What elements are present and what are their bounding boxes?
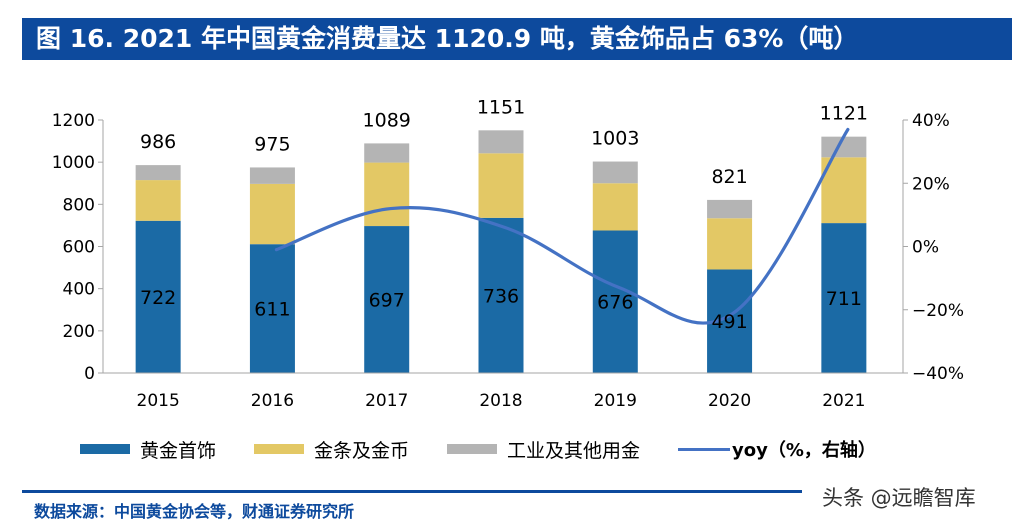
x-tick-label: 2021	[822, 391, 865, 411]
bar-jewelry-2021	[821, 223, 867, 373]
jewelry-value-label: 722	[140, 287, 176, 309]
total-value-label: 975	[254, 133, 290, 155]
y-left-tick-label: 600	[63, 238, 95, 258]
bar-jewelry-2015	[135, 220, 181, 373]
y-right-tick-label: 20%	[912, 174, 950, 194]
legend-label-bar-coin: 金条及金币	[314, 439, 410, 462]
bar-jewelry-2017	[364, 226, 410, 373]
legend: 黄金首饰 金条及金币 工业及其他用金 yoy（%，右轴）	[80, 434, 914, 464]
watermark: 头条 @远瞻智库	[822, 486, 976, 510]
jewelry-value-label: 711	[826, 288, 862, 310]
x-tick-label: 2018	[479, 391, 522, 411]
legend-item-jewelry: 黄金首饰	[80, 436, 216, 463]
x-tick-label: 2017	[365, 391, 408, 411]
y-left-tick-label: 0	[84, 364, 95, 384]
y-right-tick-label: 0%	[912, 238, 939, 258]
x-tick-label: 2020	[708, 391, 751, 411]
bar-industrial-2019	[592, 161, 638, 184]
bar-jewelry-2019	[592, 230, 638, 373]
jewelry-value-label: 676	[597, 292, 633, 314]
y-left-tick-label: 400	[63, 280, 95, 300]
legend-item-yoy: yoy（%，右轴）	[678, 436, 876, 462]
bar-bar-coin-2016	[249, 183, 295, 245]
x-tick-label: 2016	[251, 391, 294, 411]
axes-layer: 0 200 400 600 800 1000 1200 −40% −20% 0% 20% 40% 201…	[52, 111, 964, 411]
legend-label-industrial: 工业及其他用金	[507, 439, 641, 462]
x-tick-label: 2015	[137, 391, 180, 411]
bar-bar-coin-2019	[592, 183, 638, 231]
y-right-tick-label: −40%	[912, 364, 964, 384]
legend-item-industrial: 工业及其他用金	[447, 436, 640, 463]
y-left-tick-label: 200	[63, 322, 95, 342]
legend-swatch-bar-coin	[254, 444, 305, 454]
total-value-label: 821	[711, 166, 747, 188]
bar-industrial-2018	[478, 130, 524, 154]
total-value-label: 1151	[477, 96, 525, 118]
bar-bar-coin-2020	[707, 218, 753, 270]
footer-divider	[22, 490, 802, 493]
jewelry-value-label: 697	[369, 290, 405, 312]
bar-jewelry-2018	[478, 217, 524, 373]
total-value-label: 1089	[363, 109, 411, 131]
y-left-tick-label: 800	[63, 195, 95, 215]
bar-industrial-2017	[364, 143, 410, 163]
total-value-label: 1003	[591, 128, 639, 150]
legend-swatch-jewelry	[80, 444, 130, 454]
legend-label-jewelry: 黄金首饰	[140, 439, 217, 462]
bar-bar-coin-2015	[135, 180, 181, 221]
figure-title-bar: 图 16. 2021 年中国黄金消费量达 1120.9 吨，黄金饰品占 63%（…	[22, 18, 1012, 60]
legend-item-bar-coin: 金条及金币	[254, 436, 409, 463]
data-source: 数据来源：中国黄金协会等，财通证券研究所	[34, 502, 355, 521]
y-right-tick-label: 40%	[912, 111, 950, 131]
bar-bar-coin-2021	[821, 157, 867, 224]
jewelry-value-label: 611	[254, 299, 290, 321]
bar-jewelry-2016	[249, 244, 295, 373]
yoy-line-layer	[274, 127, 850, 325]
yoy-line	[274, 127, 850, 325]
y-left-tick-label: 1200	[52, 111, 95, 131]
x-tick-label: 2019	[594, 391, 637, 411]
jewelry-value-label: 491	[711, 311, 747, 333]
bar-industrial-2016	[249, 167, 295, 184]
bars-layer	[135, 130, 867, 373]
y-right-tick-label: −20%	[912, 301, 964, 321]
bar-bar-coin-2018	[478, 153, 524, 218]
total-value-label: 986	[140, 131, 176, 153]
y-left-tick-label: 1000	[52, 153, 95, 173]
labels-layer: 722 986 611 975 697 1089 736 1151 676 1003 491 821 7…	[140, 96, 868, 333]
bar-bar-coin-2017	[364, 162, 410, 227]
total-value-label: 1121	[820, 103, 868, 125]
figure-title: 图 16. 2021 年中国黄金消费量达 1120.9 吨，黄金饰品占 63%（…	[36, 24, 859, 53]
bar-industrial-2020	[707, 199, 753, 219]
legend-label-yoy: yoy（%，右轴）	[732, 440, 876, 461]
bar-industrial-2021	[821, 136, 867, 158]
legend-swatch-industrial	[447, 444, 498, 454]
legend-swatch-yoy	[678, 447, 731, 451]
jewelry-value-label: 736	[483, 285, 519, 307]
bar-industrial-2015	[135, 165, 181, 181]
